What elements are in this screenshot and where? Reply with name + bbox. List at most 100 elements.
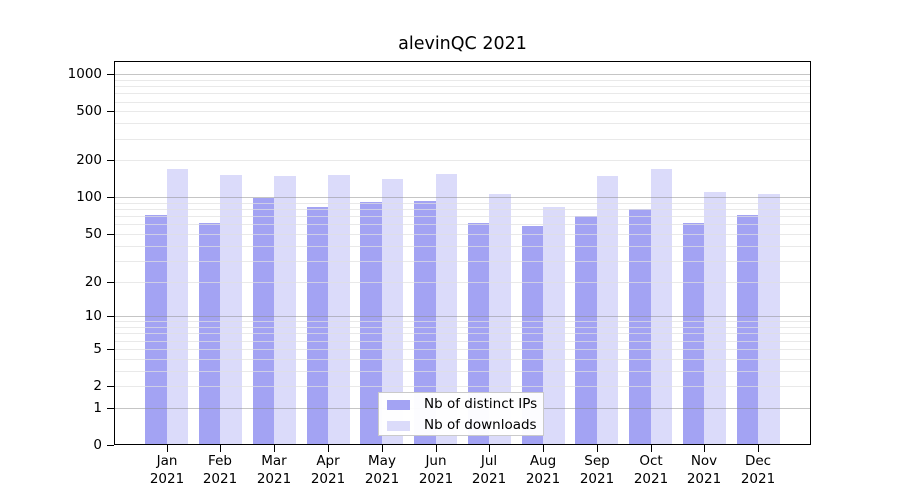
bar-downloads-sep [596,176,619,445]
y-tick-label-0: 0 [93,437,102,453]
gridline-70 [114,216,811,217]
x-tick-mark-apr [328,445,329,452]
gridline-600 [114,102,811,103]
y-tick-mark-1 [107,408,114,409]
x-tick-mark-may [382,445,383,452]
x-tick-label-apr: Apr 2021 [310,453,346,487]
y-tick-label-100: 100 [76,189,102,205]
x-tick-label-sep: Sep 2021 [579,453,615,487]
x-tick-mark-jul [489,445,490,452]
bar-downloads-may [381,179,404,445]
bars-layer [114,61,811,445]
x-tick-mark-jun [436,445,437,452]
bar-downloads-apr [328,175,350,445]
legend-label-downloads: Nb of downloads [424,417,537,433]
x-tick-label-jun: Jun 2021 [418,453,454,487]
plot-area: Nb of distinct IPs Nb of downloads [114,61,811,445]
y-tick-label-1: 1 [93,400,102,416]
bar-downloads-jul [489,194,511,445]
bar-downloads-aug [543,207,565,445]
gridline-2 [114,386,811,387]
bar-distinct-ips-may [360,202,382,445]
y-tick-mark-200 [107,160,114,161]
x-tick-label-aug: Aug 2021 [525,453,561,487]
bar-distinct-ips-jan [145,215,167,445]
x-tick-label-nov: Nov 2021 [686,453,722,487]
bar-distinct-ips-jun [414,201,436,445]
gridline-400 [114,123,811,124]
gridline-200 [114,160,811,161]
gridline-700 [114,93,811,94]
gridline-5 [114,349,811,350]
gridline-30 [114,261,811,262]
bar-downloads-oct [650,169,673,445]
x-tick-mark-jan [167,445,168,452]
bar-distinct-ips-aug [521,226,544,445]
x-tick-mark-dec [758,445,759,452]
gridline-3 [114,371,811,372]
gridline-80 [114,209,811,210]
bar-distinct-ips-nov [682,223,705,445]
legend-row-distinct-ips: Nb of distinct IPs [379,395,543,414]
bar-distinct-ips-feb [198,223,221,445]
legend-swatch-downloads [387,421,410,431]
bar-downloads-dec [758,194,780,445]
gridline-60 [114,224,811,225]
gridline-7 [114,333,811,334]
bar-downloads-jun [435,174,458,445]
y-tick-label-200: 200 [76,152,102,168]
bar-distinct-ips-jul [467,223,490,445]
x-tick-label-jan: Jan 2021 [149,453,185,487]
gridline-10 [114,316,811,317]
y-tick-label-20: 20 [84,274,102,290]
y-tick-mark-20 [107,282,114,283]
x-tick-label-jul: Jul 2021 [471,453,507,487]
gridline-90 [114,203,811,204]
gridline-500 [114,111,811,112]
x-tick-mark-mar [274,445,275,452]
y-tick-mark-100 [107,197,114,198]
y-tick-mark-2 [107,386,114,387]
y-tick-mark-10 [107,316,114,317]
grid-layer [114,61,811,445]
x-tick-mark-sep [597,445,598,452]
x-tick-label-dec: Dec 2021 [740,453,776,487]
y-tick-label-5: 5 [93,341,102,357]
bar-distinct-ips-apr [306,207,328,445]
y-tick-label-50: 50 [84,226,102,242]
gridline-300 [114,139,811,140]
y-tick-label-1000: 1000 [67,66,102,82]
legend-swatch-distinct-ips [387,400,410,410]
x-tick-mark-oct [651,445,652,452]
x-tick-label-mar: Mar 2021 [256,453,292,487]
gridline-900 [114,80,811,81]
bar-downloads-nov [704,192,726,445]
gridline-6 [114,341,811,342]
gridline-8 [114,327,811,328]
x-tick-label-may: May 2021 [364,453,400,487]
legend: Nb of distinct IPs Nb of downloads [378,392,544,436]
gridline-800 [114,86,811,87]
x-tick-mark-aug [543,445,544,452]
y-tick-mark-5 [107,349,114,350]
gridline-20 [114,282,811,283]
chart-title: alevinQC 2021 [398,34,527,54]
bar-downloads-jan [166,169,189,445]
y-tick-label-500: 500 [76,103,102,119]
y-tick-mark-50 [107,234,114,235]
legend-label-distinct-ips: Nb of distinct IPs [424,396,538,412]
y-tick-mark-0 [107,445,114,446]
bar-downloads-feb [220,175,242,445]
x-tick-mark-feb [220,445,221,452]
gridline-9 [114,321,811,322]
y-tick-label-2: 2 [93,378,102,394]
bar-downloads-mar [274,176,296,445]
gridline-4 [114,359,811,360]
gridline-50 [114,234,811,235]
gridline-100 [114,197,811,198]
gridline-1000 [114,74,811,75]
legend-row-downloads: Nb of downloads [379,416,543,435]
bar-distinct-ips-sep [575,216,597,445]
y-tick-mark-500 [107,111,114,112]
